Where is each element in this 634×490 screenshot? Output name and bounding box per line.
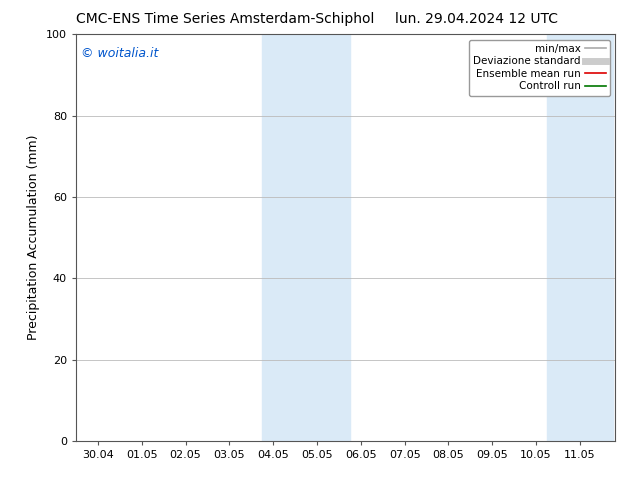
Text: CMC-ENS Time Series Amsterdam-Schiphol: CMC-ENS Time Series Amsterdam-Schiphol xyxy=(76,12,375,26)
Bar xyxy=(262,34,350,441)
Legend: min/max, Deviazione standard, Ensemble mean run, Controll run: min/max, Deviazione standard, Ensemble m… xyxy=(469,40,610,96)
Text: © woitalia.it: © woitalia.it xyxy=(81,47,159,59)
Bar xyxy=(547,34,613,441)
Y-axis label: Precipitation Accumulation (mm): Precipitation Accumulation (mm) xyxy=(27,135,41,341)
Text: lun. 29.04.2024 12 UTC: lun. 29.04.2024 12 UTC xyxy=(395,12,558,26)
